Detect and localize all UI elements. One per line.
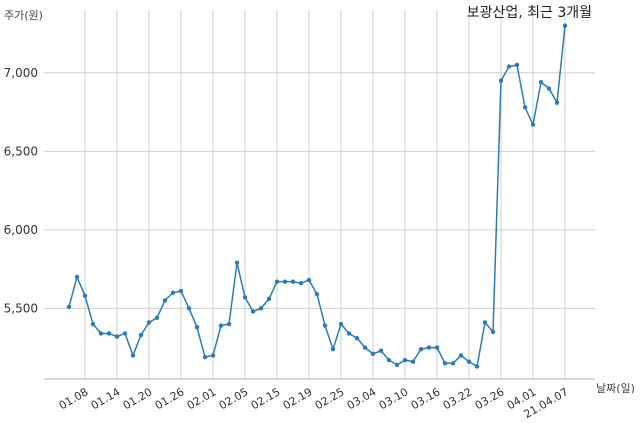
price-point <box>154 315 160 320</box>
price-point <box>522 105 528 110</box>
price-point <box>506 64 512 69</box>
price-markers <box>66 23 568 369</box>
price-point <box>346 331 352 336</box>
x-tick-label: 02.05 <box>217 385 251 412</box>
price-point <box>114 334 120 339</box>
price-point <box>314 292 320 297</box>
y-axis-title: 주가(원) <box>4 9 43 22</box>
price-point <box>490 329 496 335</box>
price-point <box>426 345 432 350</box>
price-point <box>562 23 568 28</box>
x-tick-label: 02.25 <box>313 385 347 412</box>
price-point <box>194 324 200 330</box>
x-tick-label: 03.04 <box>345 385 379 412</box>
price-point <box>306 277 312 283</box>
price-point <box>66 304 72 309</box>
price-point <box>458 353 464 358</box>
price-point <box>226 321 232 327</box>
price-point <box>146 320 152 325</box>
price-point <box>250 309 256 314</box>
price-point <box>74 274 80 280</box>
price-point <box>466 359 472 364</box>
price-point <box>482 320 488 325</box>
price-series <box>68 25 566 368</box>
price-point <box>162 298 168 303</box>
price-point <box>210 353 216 358</box>
price-point <box>234 260 240 266</box>
y-tick-label: 6,500 <box>4 144 38 158</box>
x-tick-label: 01.26 <box>153 385 187 412</box>
price-point <box>410 359 416 364</box>
price-point <box>98 331 104 336</box>
price-point <box>274 279 280 284</box>
price-point <box>434 345 440 350</box>
x-tick-label: 02.01 <box>185 385 219 412</box>
price-point <box>554 100 560 105</box>
price-point <box>474 364 480 369</box>
price-point <box>138 332 144 338</box>
price-point <box>266 296 272 302</box>
price-point <box>418 346 424 352</box>
price-point <box>354 335 360 341</box>
tick-labels: 5,500 6,000 6,500 7,000 01.0801.1401.2001.26… <box>4 66 571 421</box>
price-point <box>298 281 304 286</box>
price-point <box>546 86 552 91</box>
price-point <box>378 348 384 353</box>
price-point <box>322 323 328 328</box>
price-point <box>178 288 184 294</box>
x-tick-label: 03.16 <box>409 385 443 412</box>
x-tick-label: 03.26 <box>473 385 507 412</box>
price-point <box>258 306 264 311</box>
x-axis-title: 날짜(일) <box>596 381 635 395</box>
x-tick-label: 01.20 <box>121 385 155 412</box>
price-point <box>242 295 248 300</box>
y-tick-label: 6,000 <box>4 223 38 237</box>
price-point <box>386 357 392 363</box>
price-point <box>170 290 176 295</box>
price-point <box>362 345 368 350</box>
price-point <box>290 279 296 284</box>
x-tick-label: 03.10 <box>377 385 411 412</box>
y-tick-label: 7,000 <box>4 66 38 80</box>
price-point <box>442 361 448 366</box>
price-point <box>370 351 376 357</box>
price-point <box>106 331 112 336</box>
price-point <box>82 293 88 298</box>
price-point <box>330 346 336 352</box>
chart-title: 보광산업, 최근 3개월 <box>467 5 592 21</box>
price-point <box>530 122 536 127</box>
price-point <box>218 323 224 328</box>
x-tick-label: 01.08 <box>57 385 91 412</box>
price-point <box>538 80 544 85</box>
price-point <box>202 354 208 360</box>
x-tick-label: 02.15 <box>249 385 283 412</box>
price-point <box>402 357 408 363</box>
price-line <box>68 25 566 368</box>
x-tick-label: 03.22 <box>441 385 475 412</box>
price-point <box>450 361 456 366</box>
price-point <box>90 321 96 327</box>
y-tick-label: 5,500 <box>4 301 38 315</box>
gridlines <box>44 10 595 379</box>
price-point <box>338 321 344 327</box>
price-point <box>498 78 504 83</box>
x-tick-label: 01.14 <box>89 385 123 412</box>
price-point <box>130 353 136 358</box>
price-point <box>394 362 400 368</box>
x-tick-label: 02.19 <box>281 385 315 412</box>
price-point <box>122 331 128 336</box>
price-point <box>514 62 520 68</box>
price-point <box>186 306 192 311</box>
price-point <box>282 279 288 284</box>
